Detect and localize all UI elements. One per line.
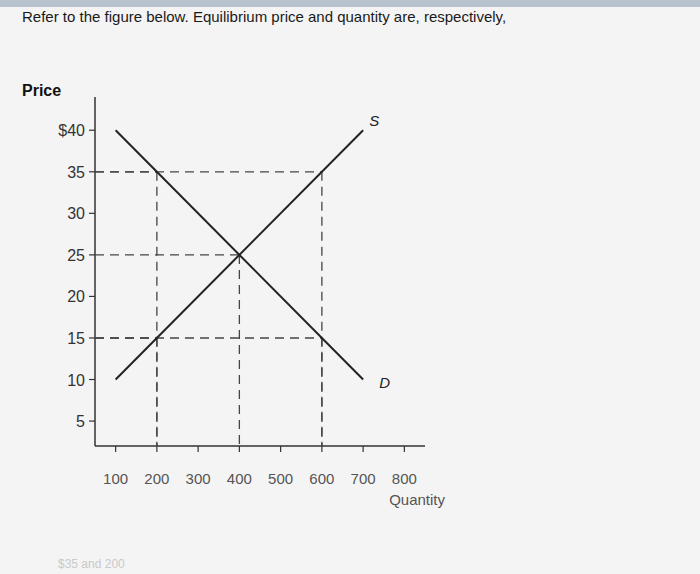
screen-edge: [0, 0, 700, 7]
guide-vertical: [156, 172, 157, 446]
guide-vertical: [321, 172, 322, 446]
x-tick-label: 500: [268, 470, 293, 487]
series-label: D: [379, 374, 390, 391]
x-axis-label: Quantity: [389, 491, 445, 508]
y-tick-label: 5: [76, 413, 85, 430]
x-tick-label: 800: [392, 470, 417, 487]
y-tick: [89, 337, 95, 338]
y-tick: [89, 296, 95, 297]
x-tick-label: 100: [103, 470, 128, 487]
guide-horizontal: [95, 171, 322, 172]
x-tick: [239, 446, 240, 452]
x-tick: [280, 446, 281, 452]
y-tick-label: 35: [67, 164, 85, 181]
guide-vertical: [156, 338, 157, 446]
y-tick-label: $40: [58, 122, 85, 139]
guide-vertical: [239, 255, 240, 446]
background: [0, 0, 700, 574]
series-line: [116, 130, 364, 379]
y-tick: [89, 130, 95, 131]
title: Refer to the figure below. Equilibrium p…: [22, 8, 506, 25]
x-tick: [115, 446, 116, 452]
y-axis-label: Price: [22, 82, 61, 99]
guide-vertical: [321, 338, 322, 446]
x-tick-label: 200: [144, 470, 169, 487]
y-axis: [94, 97, 96, 446]
x-tick-label: 600: [309, 470, 334, 487]
x-tick-label: 400: [227, 470, 252, 487]
y-tick-label: 30: [67, 205, 85, 222]
x-tick-label: 700: [351, 470, 376, 487]
x-tick: [321, 446, 322, 452]
y-tick: [89, 171, 95, 172]
y-tick-label: 10: [67, 372, 85, 389]
x-axis: [95, 445, 425, 447]
y-tick-label: 15: [67, 330, 85, 347]
annotation: $35 and 200: [58, 557, 125, 571]
y-tick: [89, 379, 95, 380]
x-tick: [156, 446, 157, 452]
x-tick: [198, 446, 199, 452]
chart: Refer to the figure below. Equilibrium p…: [0, 0, 700, 574]
guide-horizontal: [95, 337, 322, 338]
y-tick-label: 25: [67, 247, 85, 264]
series-label: S: [369, 112, 379, 129]
series-line: [116, 130, 364, 379]
x-tick: [363, 446, 364, 452]
y-tick: [89, 254, 95, 255]
x-tick-label: 300: [186, 470, 211, 487]
x-tick: [404, 446, 405, 452]
guide-horizontal: [95, 254, 239, 255]
y-tick: [89, 213, 95, 214]
y-tick: [89, 420, 95, 421]
plot-area: [95, 130, 363, 446]
y-tick-label: 20: [67, 288, 85, 305]
